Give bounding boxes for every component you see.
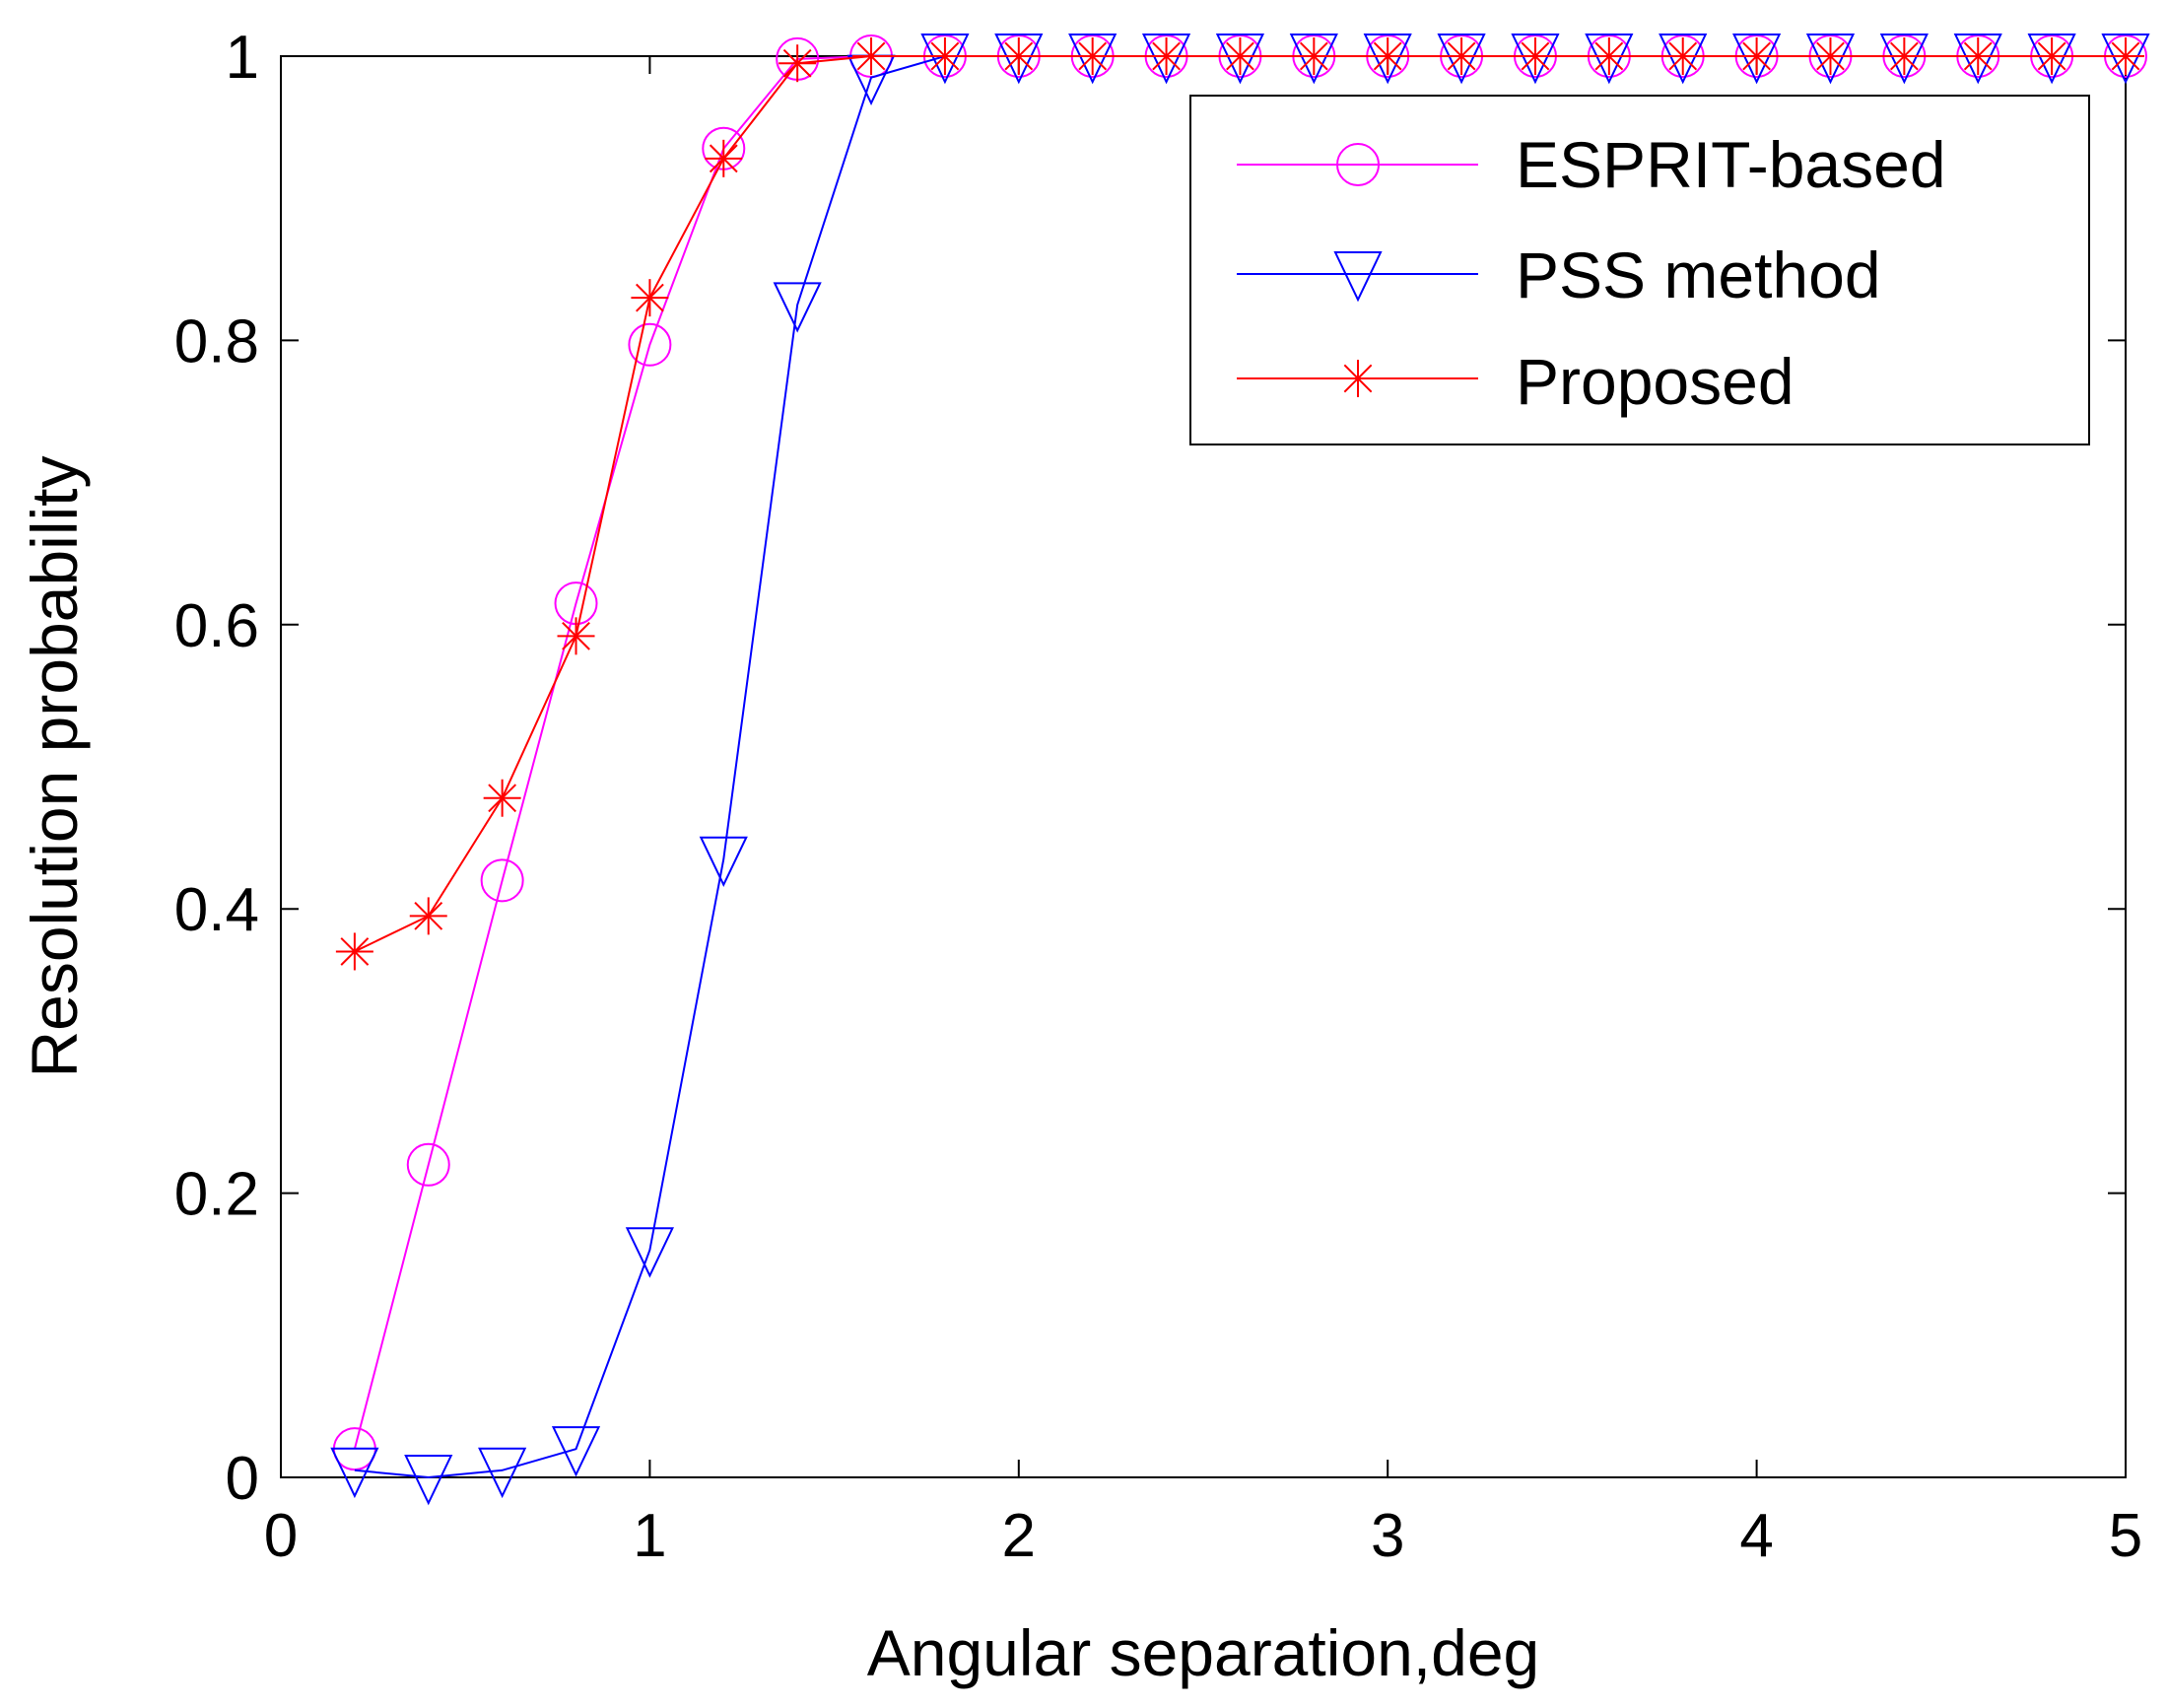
- y-tick-label: 1: [226, 24, 259, 92]
- asterisk-marker: [1590, 37, 1628, 75]
- series-layer: [330, 34, 2150, 1506]
- triangle-marker: [1068, 34, 1117, 85]
- triangle-marker: [773, 282, 822, 333]
- legend-label-proposed: Proposed: [1516, 345, 1795, 418]
- asterisk-marker: [852, 37, 891, 75]
- triangle-marker: [2027, 34, 2076, 85]
- legend-items: [1237, 143, 1478, 397]
- triangle-marker: [1141, 34, 1191, 85]
- triangle-marker: [1289, 34, 1338, 85]
- asterisk-marker: [1516, 37, 1554, 75]
- asterisk-marker: [631, 279, 669, 317]
- x-tick-label: 2: [1002, 1502, 1036, 1570]
- x-axis-label: Angular separation,deg: [867, 1616, 1540, 1689]
- asterisk-marker: [2033, 37, 2071, 75]
- triangle-marker: [1585, 34, 1634, 85]
- asterisk-marker: [1737, 37, 1776, 75]
- circle-marker: [406, 1142, 450, 1187]
- triangle-marker: [1879, 34, 1929, 85]
- asterisk-marker: [1369, 37, 1407, 75]
- x-tick-label: 5: [2109, 1502, 2142, 1570]
- triangle-marker: [2101, 34, 2150, 85]
- x-tick-label: 3: [1371, 1502, 1404, 1570]
- y-tick-label: 0.4: [174, 876, 259, 944]
- circle-marker: [628, 322, 672, 367]
- y-tick-label: 0.6: [174, 592, 259, 660]
- asterisk-marker: [1073, 37, 1112, 75]
- asterisk-marker: [557, 617, 595, 655]
- series-proposed: [335, 37, 2144, 971]
- triangle-marker: [1215, 34, 1265, 85]
- triangle-marker: [1511, 34, 1560, 85]
- asterisk-marker: [705, 139, 743, 177]
- asterisk-marker: [1339, 360, 1377, 397]
- asterisk-marker: [1443, 37, 1481, 75]
- triangle-marker: [1659, 34, 1708, 85]
- triangle-marker: [1732, 34, 1782, 85]
- triangle-marker: [404, 1455, 453, 1506]
- triangle-marker: [330, 1447, 379, 1499]
- asterisk-marker: [1959, 37, 1998, 75]
- triangle-marker: [1805, 34, 1856, 85]
- x-tick-label: 4: [1739, 1502, 1773, 1570]
- triangle-marker: [1363, 34, 1412, 85]
- x-tick-label: 0: [264, 1502, 298, 1570]
- asterisk-marker: [1221, 37, 1259, 75]
- asterisk-marker: [335, 932, 373, 971]
- triangle-marker: [920, 34, 970, 85]
- triangle-marker: [994, 34, 1044, 85]
- y-axis-label: Resolution probability: [18, 455, 91, 1077]
- triangle-marker: [551, 1426, 601, 1477]
- asterisk-marker: [1147, 37, 1185, 75]
- asterisk-marker: [1885, 37, 1924, 75]
- triangle-marker: [699, 836, 748, 888]
- asterisk-marker: [409, 897, 447, 935]
- legend-label-esprit: ESPRIT-based: [1516, 128, 1946, 201]
- circle-marker: [480, 858, 524, 903]
- circle-marker: [1336, 143, 1380, 186]
- y-tick-label: 0: [226, 1445, 259, 1513]
- legend-label-pss: PSS method: [1516, 239, 1881, 311]
- triangle-marker: [1437, 34, 1486, 85]
- asterisk-marker: [1295, 37, 1333, 75]
- y-tick-label: 0.8: [174, 307, 259, 376]
- x-tick-label: 1: [633, 1502, 666, 1570]
- asterisk-marker: [483, 779, 521, 817]
- legend: ESPRIT-based PSS method Proposed: [1189, 95, 2090, 445]
- tick-labels: 0 1 2 3 4 5 0 0.2 0.4 0.6 0.8 1: [174, 24, 2142, 1570]
- asterisk-marker: [1811, 37, 1850, 75]
- triangle-marker: [625, 1227, 674, 1278]
- asterisk-marker: [999, 37, 1038, 75]
- y-tick-label: 0.2: [174, 1161, 259, 1229]
- triangle-marker: [1333, 251, 1383, 303]
- triangle-marker: [478, 1447, 527, 1499]
- asterisk-marker: [925, 37, 964, 75]
- asterisk-marker: [779, 44, 817, 83]
- triangle-marker: [1953, 34, 2002, 85]
- asterisk-marker: [2107, 37, 2144, 75]
- asterisk-marker: [1663, 37, 1702, 75]
